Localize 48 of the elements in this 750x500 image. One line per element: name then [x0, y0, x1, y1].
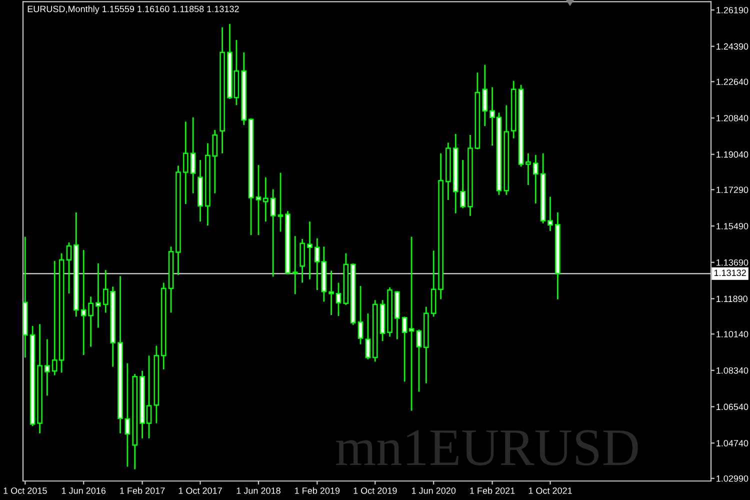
- y-tick-label: 1.06540: [716, 404, 748, 410]
- candlestick: [263, 176, 268, 222]
- x-tick-label: 1 Feb 2021: [470, 487, 515, 494]
- x-tick-label: 1 Feb 2017: [120, 487, 165, 494]
- x-tick-label: 1 Jun 2018: [236, 487, 280, 494]
- y-tick-label: 1.04740: [716, 440, 748, 446]
- candlestick: [44, 338, 50, 396]
- y-tick-label: 1.19040: [716, 151, 748, 158]
- y-tick-label: 1.11890: [716, 296, 748, 302]
- candlestick: [292, 235, 298, 295]
- y-tick-label: 1.22640: [716, 78, 748, 86]
- x-tick-label: 1 Jun 2020: [412, 487, 456, 494]
- candlestick: [532, 154, 538, 204]
- candlestick: [526, 152, 531, 186]
- x-tick-label: 1 Oct 2021: [528, 487, 572, 494]
- ref-line-label: 1.13132: [714, 270, 746, 276]
- candlestick: [278, 172, 284, 232]
- candlestick: [96, 262, 101, 328]
- x-tick-label: 1 Oct 2019: [354, 487, 397, 494]
- x-tick-label: 1 Oct 2015: [4, 487, 47, 494]
- candlestick: [482, 64, 488, 127]
- candlestick: [182, 120, 188, 205]
- candlestick: [358, 285, 364, 346]
- chart-title: EURUSD,Monthly 1.15559 1.16160 1.11858 1.13132: [28, 6, 239, 14]
- y-tick-label: 1.15490: [716, 222, 748, 230]
- y-tick-label: 1.02990: [716, 475, 748, 482]
- x-tick-label: 1 Feb 2019: [295, 487, 340, 494]
- candlestick: [365, 312, 371, 360]
- candlestick: [300, 238, 305, 284]
- candlestick: [336, 282, 342, 317]
- y-tick-label: 1.26190: [716, 6, 748, 14]
- y-tick-label: 1.24390: [716, 43, 748, 50]
- candlestick: [416, 328, 422, 392]
- candlestick: [66, 242, 72, 294]
- y-tick-label: 1.20840: [716, 114, 748, 122]
- y-tick-label: 1.13690: [716, 259, 748, 266]
- candlestick: [328, 270, 334, 316]
- candlestick: [190, 116, 196, 194]
- y-tick-label: 1.10140: [716, 330, 748, 338]
- y-tick-label: 1.17290: [716, 186, 748, 194]
- candlestick: [256, 164, 262, 236]
- y-tick-label: 1.08340: [716, 367, 748, 374]
- candlestick: [270, 188, 276, 278]
- candlestick: [548, 196, 553, 232]
- x-tick-label: 1 Jun 2016: [62, 487, 106, 494]
- candlestick: [307, 220, 312, 280]
- candlestick: [124, 362, 130, 468]
- x-tick-label: 1 Oct 2017: [178, 487, 222, 494]
